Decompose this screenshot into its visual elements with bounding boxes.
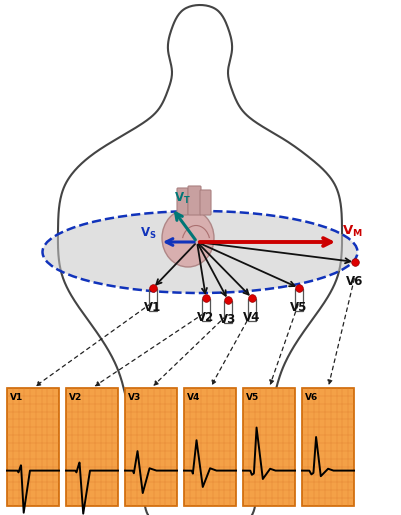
Text: V3: V3: [219, 313, 237, 326]
Text: V1: V1: [144, 301, 162, 314]
Bar: [248, 299, 256, 321]
Bar: [66, 388, 118, 506]
Text: V3: V3: [128, 393, 141, 402]
Text: V6: V6: [304, 393, 318, 402]
Text: $\mathbf{V_M}$: $\mathbf{V_M}$: [342, 224, 363, 239]
Ellipse shape: [43, 211, 358, 293]
FancyBboxPatch shape: [200, 190, 211, 215]
Text: $\mathbf{V_S}$: $\mathbf{V_S}$: [140, 226, 157, 241]
Bar: [302, 388, 354, 506]
Bar: [149, 289, 157, 311]
Text: V6: V6: [346, 275, 364, 288]
Bar: [202, 299, 210, 321]
Bar: [7, 388, 59, 506]
Text: V5: V5: [290, 301, 308, 314]
Ellipse shape: [162, 209, 214, 267]
Bar: [243, 388, 295, 506]
Bar: [224, 301, 232, 323]
Bar: [125, 388, 177, 506]
Text: V4: V4: [243, 311, 261, 324]
FancyBboxPatch shape: [177, 188, 188, 215]
Text: V1: V1: [10, 393, 23, 402]
Text: V4: V4: [186, 393, 200, 402]
Text: V5: V5: [245, 393, 259, 402]
Text: V2: V2: [197, 311, 215, 324]
Text: V2: V2: [69, 393, 82, 402]
Bar: [295, 289, 303, 311]
FancyBboxPatch shape: [188, 186, 201, 215]
Text: $\mathbf{V_T}$: $\mathbf{V_T}$: [174, 191, 191, 206]
Bar: [184, 388, 236, 506]
